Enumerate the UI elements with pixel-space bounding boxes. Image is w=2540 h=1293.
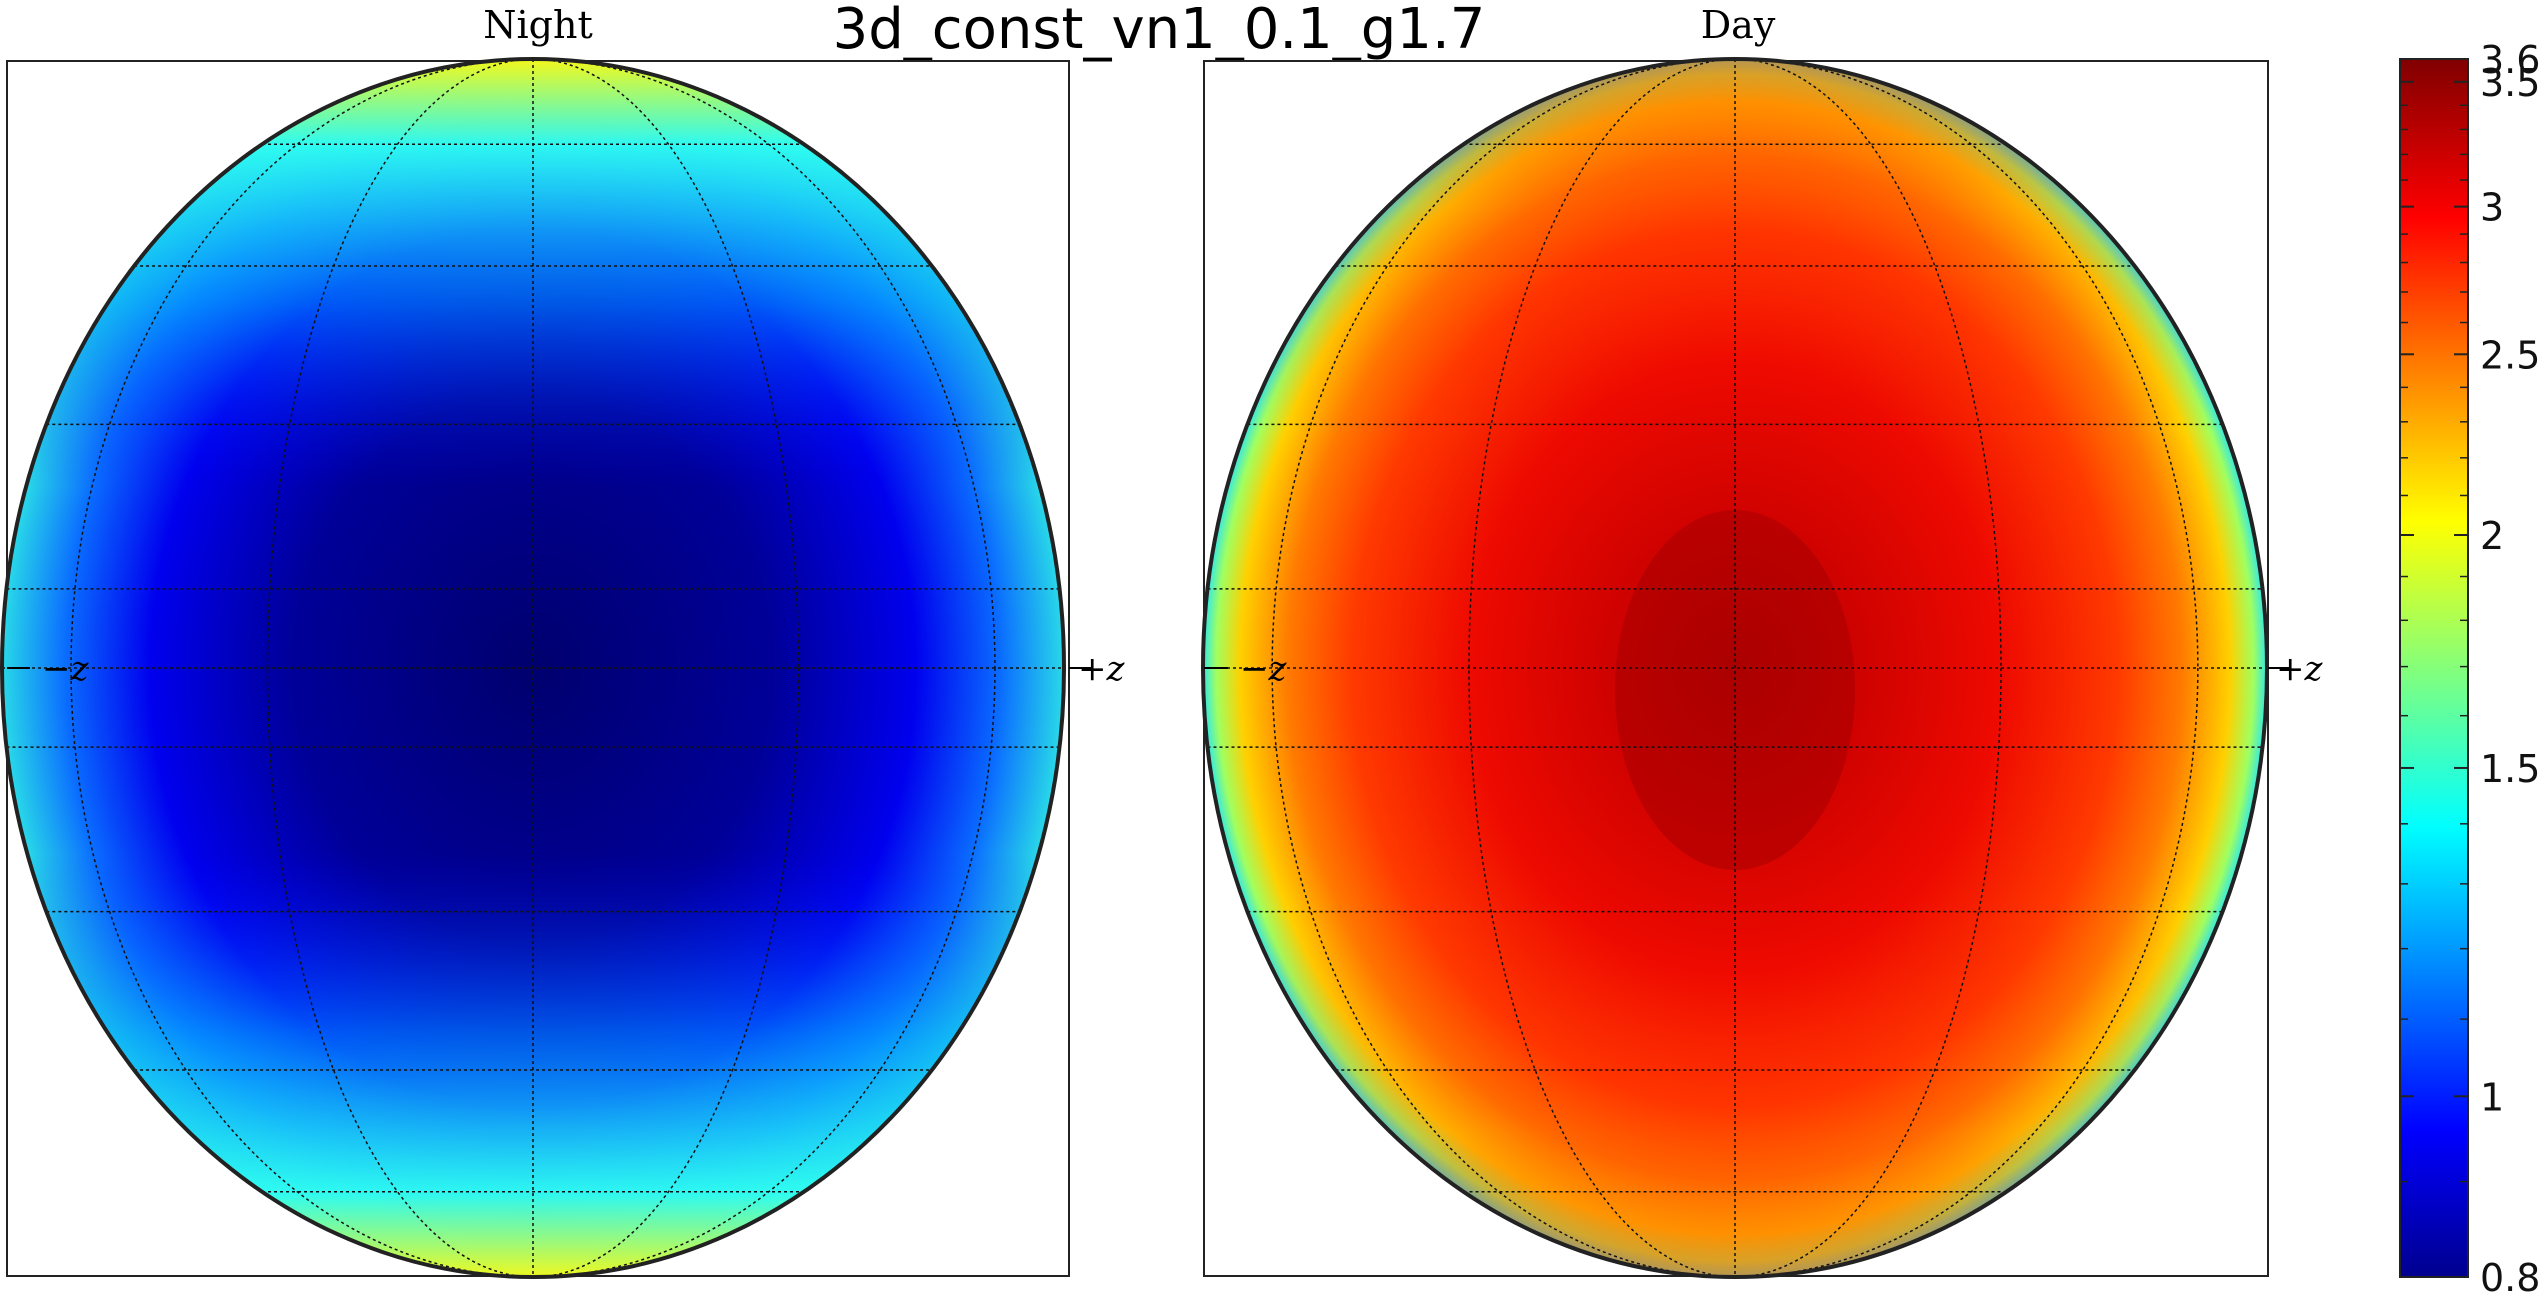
day-panel-title: Day bbox=[1701, 3, 1776, 47]
day-heatmap bbox=[1203, 59, 2267, 1277]
night-right-axis-label: +z bbox=[1078, 649, 1125, 689]
night-panel-title: Night bbox=[483, 3, 592, 47]
night-meridian-line bbox=[70, 59, 996, 1277]
colorbar-gradient bbox=[2399, 58, 2469, 1278]
night-limb bbox=[0, 57, 1066, 1279]
colorbar-tick-label: 2 bbox=[2480, 514, 2504, 558]
colorbar-ticks: 0.8 1 1.5 2 2.5 3 3.53.6 bbox=[2400, 38, 2540, 1293]
colorbar-tick-label: 3.6 bbox=[2480, 38, 2540, 82]
colorbar-tick-label: 3.5 bbox=[2480, 61, 2540, 105]
night-graticule bbox=[2, 59, 1064, 1277]
night-heatmap bbox=[2, 59, 1064, 1277]
night-left-axis-label: −z bbox=[42, 649, 89, 689]
colorbar-tick-label: 3 bbox=[2480, 186, 2504, 230]
colorbar-tick-label: 0.8 bbox=[2480, 1256, 2540, 1293]
colorbar-tick-label: 2.5 bbox=[2480, 333, 2540, 377]
day-limb bbox=[1201, 57, 2269, 1279]
day-meridian-line bbox=[1468, 59, 2002, 1277]
colorbar-tick-label: 1.5 bbox=[2480, 747, 2540, 791]
day-left-axis-label: −z bbox=[1240, 649, 1287, 689]
chart-title: 3d_const_vn1_0.1_g1.7 bbox=[833, 0, 1486, 62]
day-graticule bbox=[1203, 59, 2267, 1277]
day-panel: Day −z +z bbox=[1201, 3, 2323, 1279]
colorbar: 0.8 1 1.5 2 2.5 3 3.53.6 bbox=[2399, 38, 2540, 1293]
day-right-axis-label: +z bbox=[2276, 649, 2323, 689]
night-panel: Night −z +z bbox=[0, 3, 1125, 1279]
day-meridian-line bbox=[1271, 59, 2199, 1277]
colorbar-tick-label: 1 bbox=[2480, 1075, 2504, 1119]
night-meridian-line bbox=[266, 59, 800, 1277]
